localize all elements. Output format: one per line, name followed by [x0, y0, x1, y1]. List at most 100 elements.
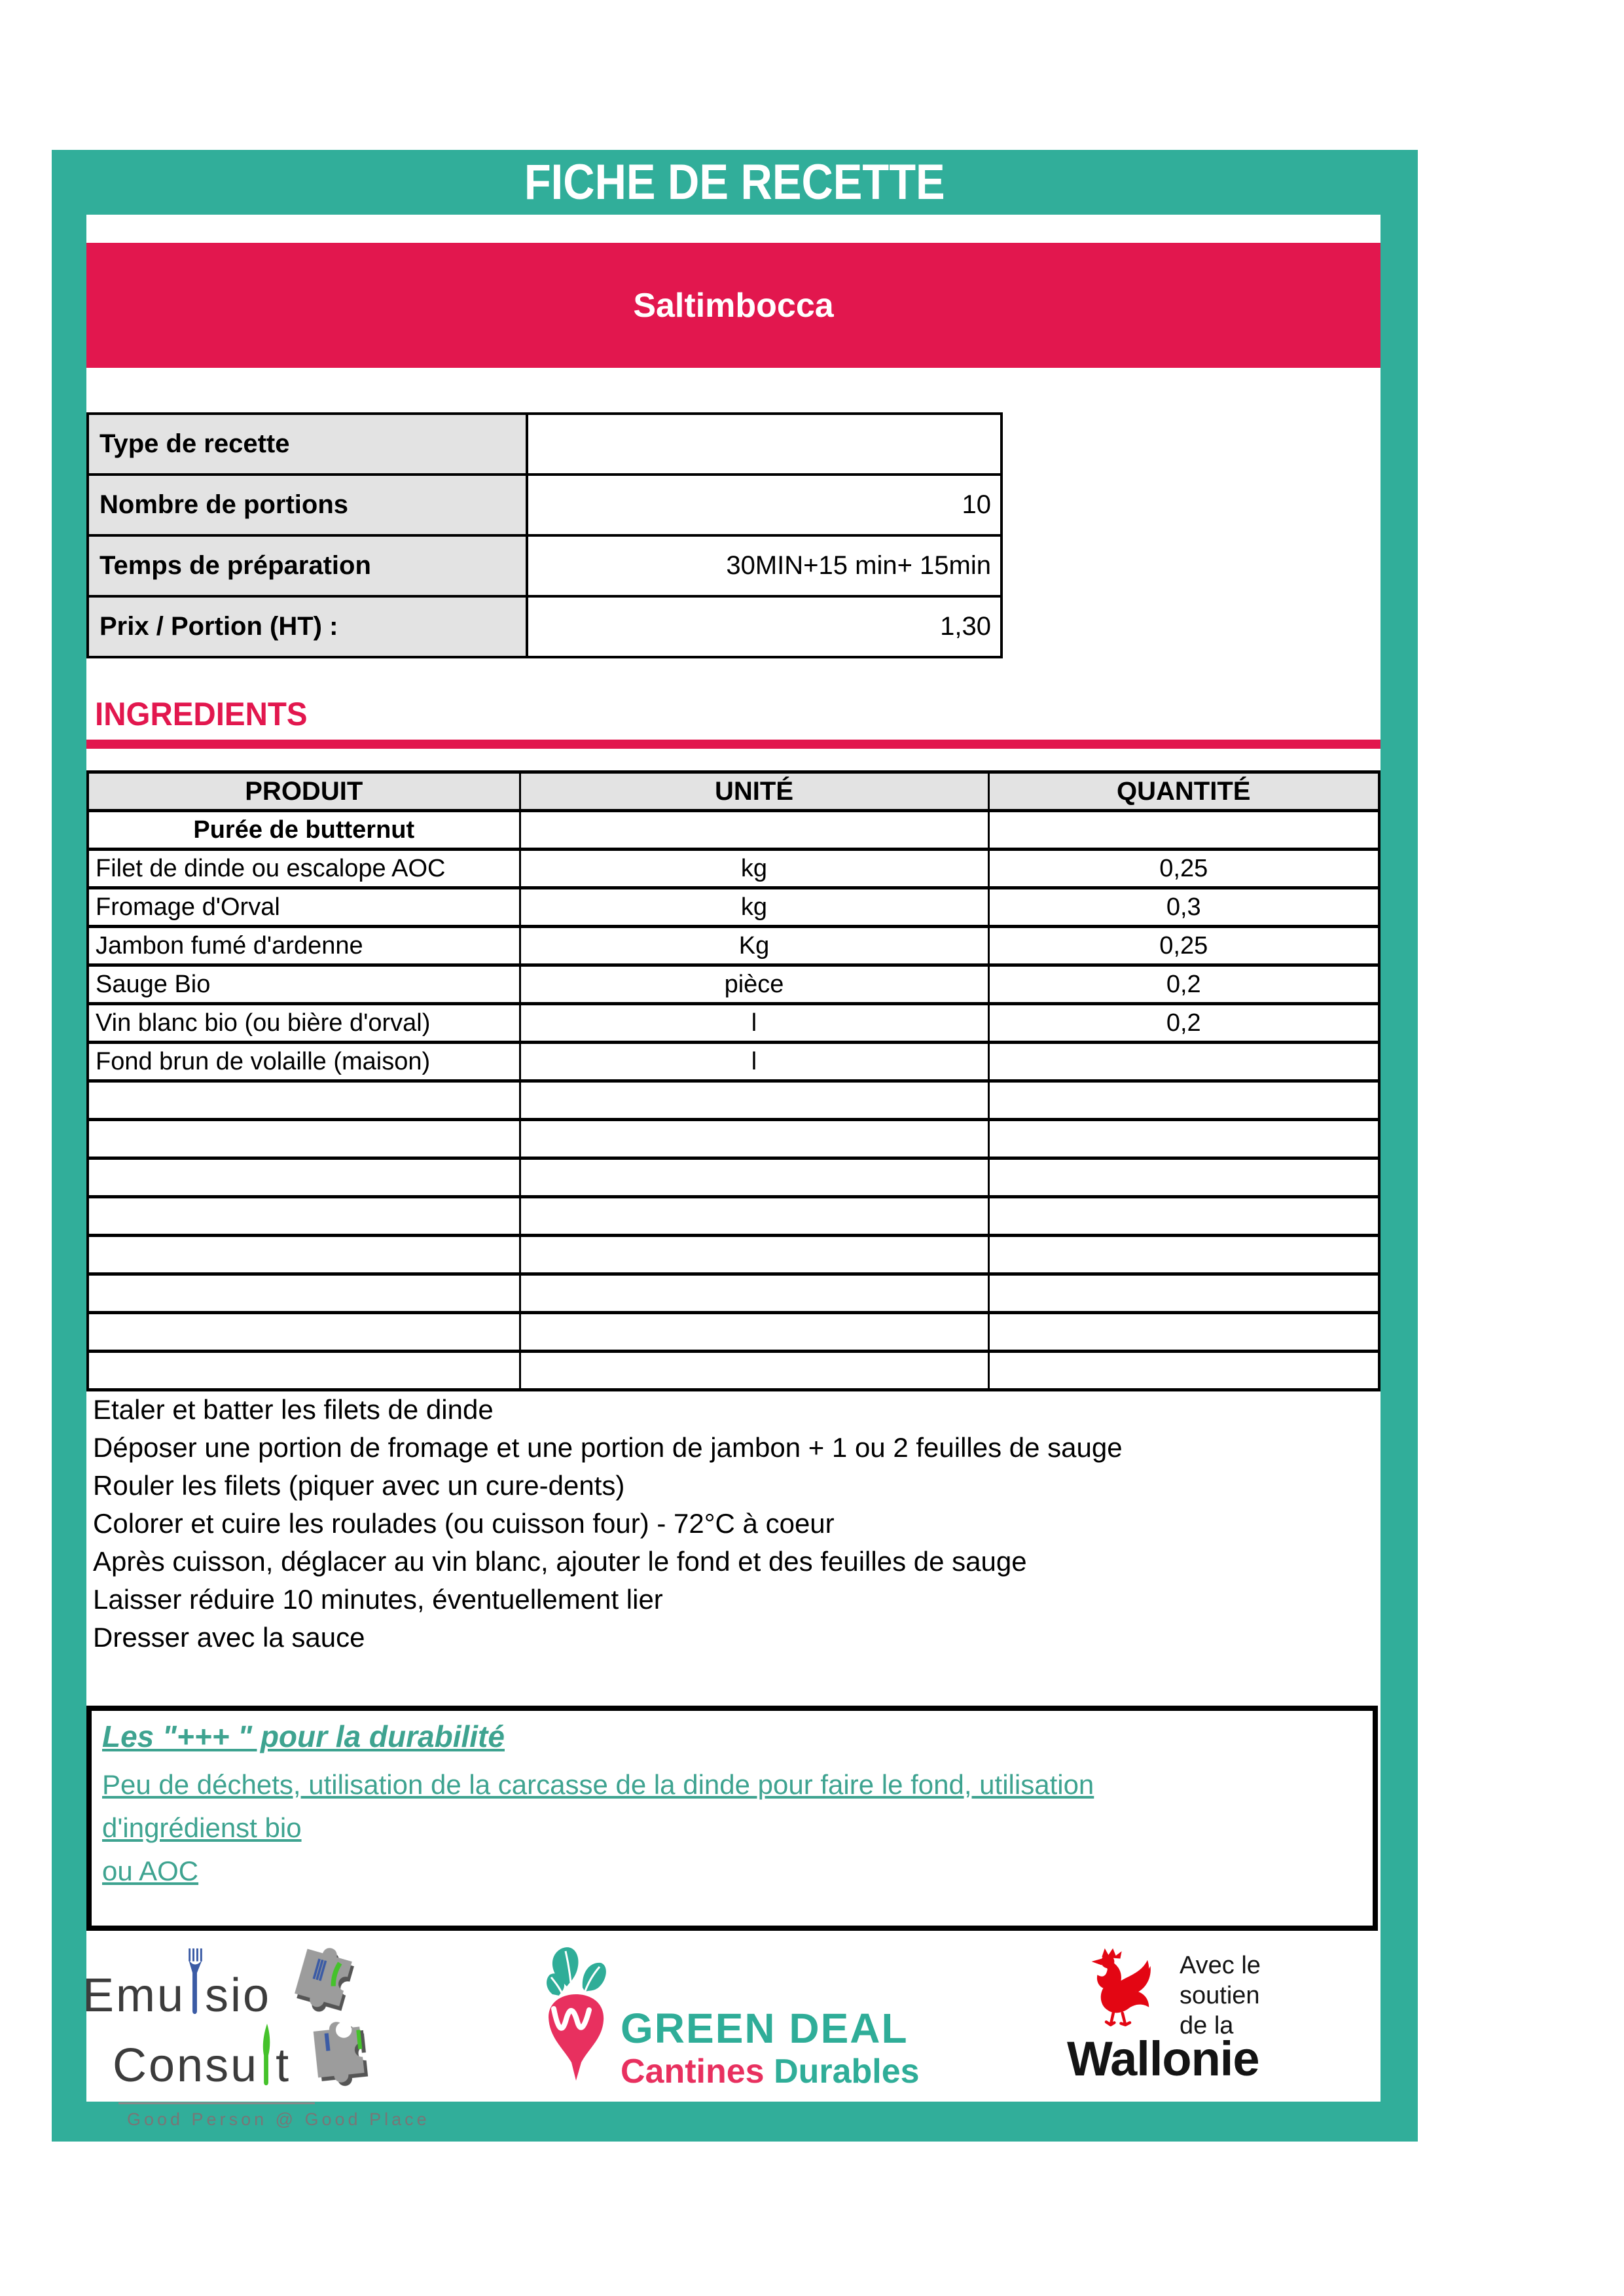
durability-line: d'ingrédienst bio	[102, 1812, 302, 1843]
instructions-block: Etaler et batter les filets de dinde Dép…	[86, 1391, 1371, 1657]
ingredient-produit: Purée de butternut	[86, 809, 521, 851]
info-label: Prix / Portion (HT) :	[86, 595, 528, 658]
wallonie-name: Wallonie	[1067, 2032, 1259, 2086]
ingredient-quantite	[987, 809, 1380, 851]
emulsio-divider-line	[118, 2102, 315, 2104]
puzzle-piece-icon	[295, 1948, 352, 2007]
ingredient-quantite: 0,2	[987, 963, 1380, 1005]
info-row-type: Type de recette	[86, 412, 1003, 476]
ingredient-row: Filet de dinde ou escalope AOC kg 0,25	[86, 848, 1380, 889]
ingredient-unite	[518, 809, 990, 851]
ingredient-unite: pièce	[518, 963, 990, 1005]
ingredient-empty-row	[86, 1350, 1380, 1391]
recipe-info-table: Type de recette Nombre de portions 10 Te…	[86, 412, 1003, 658]
ingredient-empty-row	[86, 1157, 1380, 1198]
ingredient-produit: Vin blanc bio (ou bière d'orval)	[86, 1002, 521, 1044]
wallonie-logo: Avec le soutien de la Wallonie	[1065, 1941, 1340, 2098]
instruction-line: Laisser réduire 10 minutes, éventuelleme…	[93, 1584, 663, 1615]
green-deal-subtitle-cantines: Cantines	[621, 2053, 765, 2090]
column-header-produit: PRODUIT	[86, 770, 521, 812]
page-frame: FICHE DE RECETTE Saltimbocca Type de rec…	[52, 150, 1418, 2142]
ingredient-unite: Kg	[518, 925, 990, 967]
fork-icon	[189, 1948, 202, 2015]
puzzle-piece-icon	[313, 2022, 365, 2083]
durability-title: Les "+++ " pour la durabilité	[102, 1719, 505, 1753]
content-area: Saltimbocca Type de recette Nombre de po…	[82, 215, 1380, 2129]
column-header-unite: UNITÉ	[518, 770, 990, 812]
ingredient-produit: Fromage d'Orval	[86, 886, 521, 928]
ingredient-quantite: 0,2	[987, 1002, 1380, 1044]
ingredient-empty-row	[86, 1234, 1380, 1276]
rooster-icon	[1091, 1948, 1151, 2026]
ingredient-quantite: 0,25	[987, 848, 1380, 889]
wallonie-support-line: de la	[1180, 2012, 1234, 2039]
ingredients-empty-rows	[86, 1079, 1380, 1391]
info-row-portions: Nombre de portions 10	[86, 473, 1003, 537]
ingredient-produit: Jambon fumé d'ardenne	[86, 925, 521, 967]
durability-line: ou AOC	[102, 1856, 199, 1886]
ingredient-quantite	[987, 1041, 1380, 1083]
info-row-prix: Prix / Portion (HT) : 1,30	[86, 595, 1003, 658]
ingredient-row: Fond brun de volaille (maison) l	[86, 1041, 1380, 1083]
emulsio-tagline: Good Person @ Good Place	[127, 2109, 430, 2129]
ingredient-row: Vin blanc bio (ou bière d'orval) l 0,2	[86, 1002, 1380, 1044]
ingredient-unite: kg	[518, 848, 990, 889]
ingredients-header-row: PRODUIT UNITÉ QUANTITÉ	[86, 770, 1380, 812]
ingredient-unite: l	[518, 1041, 990, 1083]
ingredient-empty-row	[86, 1311, 1380, 1353]
info-label: Temps de préparation	[86, 534, 528, 598]
instruction-line: Etaler et batter les filets de dinde	[93, 1394, 494, 1425]
emulsio-text: Emu	[82, 1969, 186, 2022]
emulsio-wordmark-line2: Consu t	[113, 2022, 475, 2093]
durability-box: Les "+++ " pour la durabilité Peu de déc…	[86, 1706, 1378, 1931]
instruction-line: Rouler les filets (piquer avec un cure-d…	[93, 1470, 625, 1501]
radish-icon	[547, 1947, 606, 2081]
ingredient-produit: Filet de dinde ou escalope AOC	[86, 848, 521, 889]
ingredients-body: Purée de butternut Filet de dinde ou esc…	[86, 809, 1380, 1083]
ingredient-quantite: 0,25	[987, 925, 1380, 967]
ingredients-divider-bar	[86, 740, 1380, 749]
ingredient-empty-row	[86, 1079, 1380, 1121]
green-deal-subtitle-durables: Durables	[774, 2053, 920, 2090]
emulsio-wordmark-line1: Emu sio	[82, 1947, 475, 2022]
column-header-quantite: QUANTITÉ	[987, 770, 1380, 812]
wallonie-support-text: Avec le soutien de la	[1180, 1950, 1261, 2041]
knife-icon	[262, 2023, 270, 2086]
info-value: 10	[526, 473, 1003, 537]
page-title: FICHE DE RECETTE	[524, 154, 945, 210]
ingredient-empty-row	[86, 1195, 1380, 1237]
emulsio-text: Consu	[113, 2039, 259, 2092]
info-value	[526, 412, 1003, 476]
emulsio-text: sio	[205, 1969, 272, 2022]
info-label: Type de recette	[86, 412, 528, 476]
ingredient-unite: kg	[518, 886, 990, 928]
info-value: 30MIN+15 min+ 15min	[526, 534, 1003, 598]
wallonie-support-line: Avec le	[1180, 1952, 1261, 1979]
instruction-line: Colorer et cuire les roulades (ou cuisso…	[93, 1508, 835, 1539]
ingredient-empty-row	[86, 1118, 1380, 1160]
ingredient-empty-row	[86, 1272, 1380, 1314]
info-label: Nombre de portions	[86, 473, 528, 537]
info-row-temps: Temps de préparation 30MIN+15 min+ 15min	[86, 534, 1003, 598]
ingredient-row: Jambon fumé d'ardenne Kg 0,25	[86, 925, 1380, 967]
ingredients-table: PRODUIT UNITÉ QUANTITÉ Purée de butternu…	[86, 770, 1380, 1391]
instruction-line: Après cuisson, déglacer au vin blanc, aj…	[93, 1546, 1027, 1577]
ingredient-row: Purée de butternut	[86, 809, 1380, 851]
green-deal-title: GREEN DEAL	[621, 2005, 909, 2052]
green-deal-subtitle: Cantines Durables	[621, 2054, 920, 2089]
ingredient-quantite: 0,3	[987, 886, 1380, 928]
wallonie-support-line: soutien	[1180, 1982, 1260, 2009]
footer-logos: Emu sio Consu t	[82, 1934, 1380, 2129]
instruction-line: Dresser avec la sauce	[93, 1622, 365, 1653]
emulsio-text: t	[276, 2039, 291, 2092]
page-title-band: FICHE DE RECETTE	[52, 150, 1418, 215]
ingredient-produit: Fond brun de volaille (maison)	[86, 1041, 521, 1083]
ingredient-row: Fromage d'Orval kg 0,3	[86, 886, 1380, 928]
green-deal-logo: GREEN DEAL Cantines Durables	[543, 1942, 920, 2089]
info-value: 1,30	[526, 595, 1003, 658]
durability-line: Peu de déchets, utilisation de la carcas…	[102, 1769, 1094, 1800]
emulsio-consult-logo: Emu sio Consu t	[82, 1947, 475, 2130]
instruction-line: Déposer une portion de fromage et une po…	[93, 1432, 1123, 1463]
green-deal-text: GREEN DEAL Cantines Durables	[621, 1942, 920, 2089]
recipe-name-band: Saltimbocca	[86, 243, 1380, 368]
